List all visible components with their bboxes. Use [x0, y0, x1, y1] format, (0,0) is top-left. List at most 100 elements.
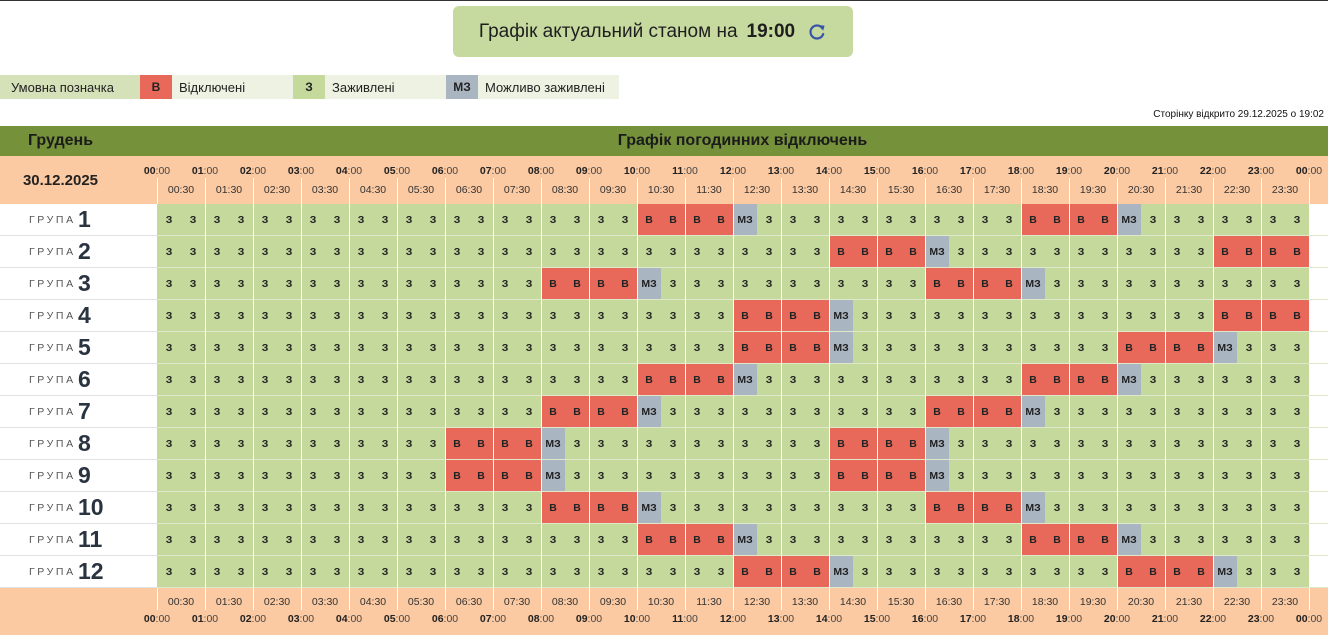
half-hour-tick-top: 10:30 [647, 184, 675, 196]
half-hour-tick-bottom: 10:30 [647, 596, 675, 608]
slot-on: З [517, 268, 541, 300]
slot-off: В [541, 268, 565, 300]
legend-off-label: Відключені [172, 75, 293, 99]
slot-on: З [325, 524, 349, 556]
hour-tick-bottom: 12:00 [719, 613, 747, 625]
slot-on: З [1261, 428, 1285, 460]
slot-on: З [1189, 268, 1213, 300]
hour-tick-top: 15:00 [863, 165, 891, 177]
slot-on: З [757, 364, 781, 396]
slot-on: З [805, 524, 829, 556]
slot-on: З [1141, 364, 1165, 396]
slot-on: З [1069, 556, 1093, 588]
slot-on: З [205, 524, 229, 556]
slot-on: З [277, 524, 301, 556]
group-number: 12 [78, 558, 104, 584]
slot-on: З [781, 428, 805, 460]
hour-tick-top: 21:00 [1151, 165, 1179, 177]
slot-on: З [853, 300, 877, 332]
slot-on: З [229, 300, 253, 332]
slot-off: В [997, 492, 1021, 524]
slot-off: В [1045, 204, 1069, 236]
slot-on: З [901, 524, 925, 556]
slot-on: З [325, 428, 349, 460]
slot-on: З [1237, 332, 1261, 364]
hour-tick-bottom: 11:00 [672, 613, 698, 625]
slot-off: В [949, 492, 973, 524]
slot-on: З [685, 428, 709, 460]
slot-on: З [949, 300, 973, 332]
slot-off: В [805, 300, 829, 332]
slot-off: В [853, 460, 877, 492]
half-hour-tick-bottom: 04:30 [359, 596, 387, 608]
slot-on: З [1069, 300, 1093, 332]
grid-hour-line [205, 204, 206, 588]
row-divider [157, 555, 1328, 556]
hour-divider-top [205, 178, 206, 204]
slot-on: З [781, 460, 805, 492]
slot-on: З [661, 428, 685, 460]
slot-on: З [1045, 268, 1069, 300]
slot-on: З [1021, 236, 1045, 268]
hour-divider-top [781, 178, 782, 204]
hour-tick-top: 23:00 [1247, 165, 1275, 177]
slot-on: З [253, 268, 277, 300]
group-label: ГРУПА 2 [0, 236, 157, 268]
slot-on: З [1021, 460, 1045, 492]
slot-on: З [901, 332, 925, 364]
slot-on: З [397, 332, 421, 364]
slot-on: З [1141, 300, 1165, 332]
slot-on: З [829, 204, 853, 236]
slot-on: З [469, 332, 493, 364]
group-number: 6 [78, 366, 91, 392]
slot-on: З [661, 236, 685, 268]
slot-maybe: МЗ [1021, 492, 1045, 524]
slot-on: З [1261, 268, 1285, 300]
group-number: 4 [78, 302, 91, 328]
slot-off: В [493, 428, 517, 460]
hour-divider-top [589, 178, 590, 204]
slot-on: З [325, 268, 349, 300]
slot-on: З [1093, 396, 1117, 428]
slot-on: З [397, 492, 421, 524]
slot-on: З [1189, 396, 1213, 428]
slot-on: З [421, 396, 445, 428]
group-label: ГРУПА 10 [0, 492, 157, 524]
slot-maybe: МЗ [733, 524, 757, 556]
hour-tick-bottom: 14:00 [815, 613, 843, 625]
slot-on: З [373, 236, 397, 268]
slot-on: З [709, 556, 733, 588]
slot-off: В [877, 460, 901, 492]
half-hour-tick-bottom: 12:30 [743, 596, 771, 608]
slot-on: З [661, 460, 685, 492]
slot-maybe: МЗ [925, 460, 949, 492]
slot-maybe: МЗ [637, 492, 661, 524]
half-hour-tick-top: 01:30 [215, 184, 243, 196]
slot-on: З [493, 236, 517, 268]
slot-on: З [661, 556, 685, 588]
slot-off: В [1237, 236, 1261, 268]
slot-on: З [349, 300, 373, 332]
slot-off: В [877, 236, 901, 268]
group-label: ГРУПА 12 [0, 556, 157, 588]
slot-on: З [1069, 460, 1093, 492]
group-label: ГРУПА 9 [0, 460, 157, 492]
slot-off: В [709, 204, 733, 236]
slot-off: В [685, 364, 709, 396]
slot-on: З [1285, 204, 1309, 236]
slot-on: З [205, 556, 229, 588]
slot-off: В [1189, 332, 1213, 364]
slot-on: З [277, 364, 301, 396]
slot-off: В [613, 492, 637, 524]
slot-off: В [565, 396, 589, 428]
slot-on: З [1285, 268, 1309, 300]
slot-on: З [253, 524, 277, 556]
slot-on: З [493, 396, 517, 428]
slot-maybe: МЗ [637, 396, 661, 428]
slot-on: З [469, 492, 493, 524]
slot-on: З [301, 268, 325, 300]
hour-tick-top: 03:00 [287, 165, 315, 177]
refresh-icon[interactable] [807, 22, 827, 42]
slot-on: З [1189, 364, 1213, 396]
slot-on: З [349, 364, 373, 396]
